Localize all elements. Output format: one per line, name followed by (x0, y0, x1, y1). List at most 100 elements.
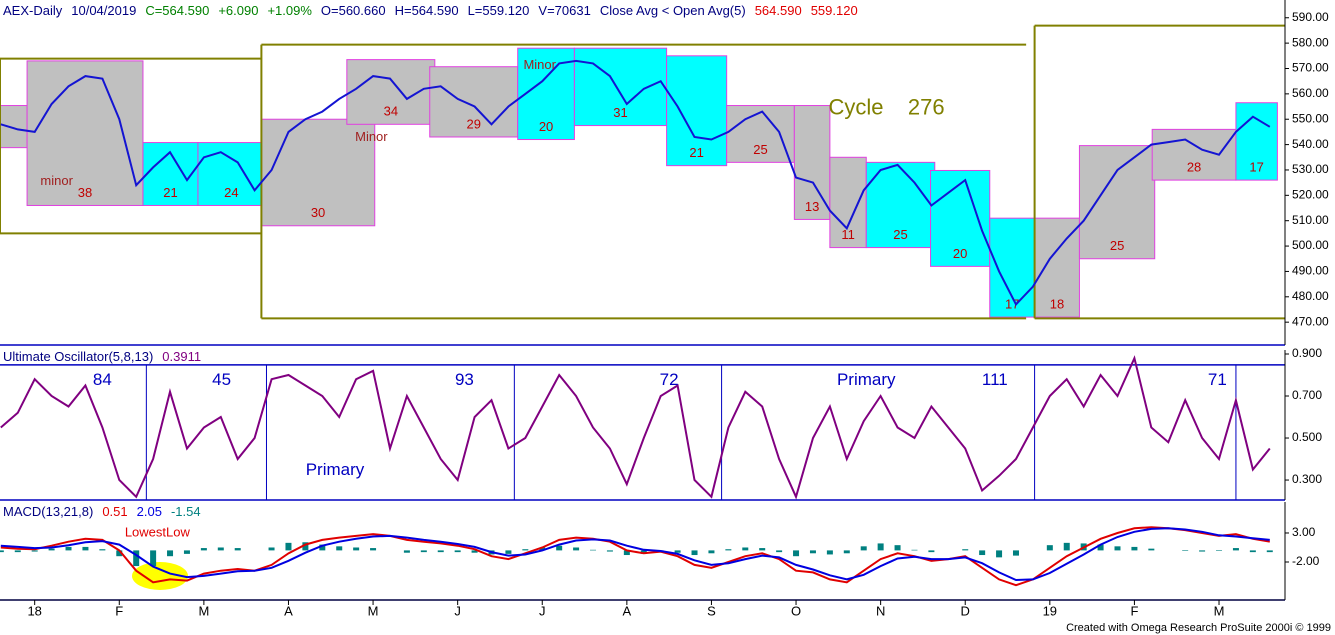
histogram-bar (99, 549, 106, 551)
histogram-bar (759, 548, 766, 551)
histogram-bar (437, 550, 444, 553)
annotation: 84 (93, 370, 112, 389)
y-tick-label: 490.00 (1292, 264, 1329, 278)
histogram-bar (82, 546, 89, 551)
cycle-box (1235, 102, 1278, 181)
histogram-bar (843, 550, 850, 554)
box-label: 21 (163, 185, 177, 200)
x-tick-label: S (707, 603, 716, 618)
header-value: 10/04/2019 (71, 3, 137, 18)
x-tick-label: A (284, 603, 293, 618)
y-tick-label: 470.00 (1292, 314, 1329, 328)
cycle-box (829, 156, 867, 249)
box-label: 25 (753, 142, 767, 157)
x-tick-label: A (623, 603, 632, 618)
x-tick-label: J (454, 603, 461, 618)
box-label: 31 (613, 105, 627, 120)
macd-header: MACD(13,21,8) 0.51 2.05 -1.54 (3, 504, 201, 519)
box-label: 24 (224, 185, 238, 200)
header-value: 0.3911 (162, 349, 202, 364)
header-value: 559.120 (810, 3, 858, 18)
box-label: 38 (78, 185, 92, 200)
histogram-bar (606, 550, 613, 552)
histogram-bar (911, 549, 918, 551)
x-tick-label: M (198, 603, 209, 618)
histogram-bar (522, 549, 529, 551)
y-tick-label: 480.00 (1292, 289, 1329, 303)
histogram-bar (1114, 546, 1121, 551)
histogram-bar (1199, 550, 1206, 552)
histogram-bar (894, 545, 901, 551)
y-tick-label: 580.00 (1292, 35, 1329, 49)
histogram-bar (1148, 548, 1155, 551)
annotation: 93 (455, 370, 474, 389)
y-tick-label: 3.00 (1292, 525, 1316, 539)
histogram-bar (1266, 550, 1273, 553)
annotation: Minor (523, 57, 556, 72)
histogram-bar (420, 550, 427, 553)
chart-title: MACD(13,21,8) (3, 504, 94, 519)
box-label: 28 (1187, 160, 1201, 175)
histogram-bar (454, 550, 461, 553)
histogram-bar (793, 550, 800, 557)
histogram-bar (539, 547, 546, 551)
histogram-bar (996, 550, 1003, 558)
histogram-bar (640, 550, 647, 554)
cycle-box (260, 118, 376, 227)
x-tick-label: J (539, 603, 546, 618)
x-tick-label: F (1130, 603, 1138, 618)
y-tick-label: 570.00 (1292, 61, 1329, 75)
y-tick-label: 0.500 (1292, 430, 1322, 444)
y-tick-label: 500.00 (1292, 238, 1329, 252)
annotation: Cycle 276 (828, 94, 944, 119)
histogram-bar (116, 550, 123, 557)
histogram-bar (353, 547, 360, 551)
histogram-bar (1232, 548, 1239, 551)
y-tick-label: 520.00 (1292, 188, 1329, 202)
annotation: Primary (837, 370, 896, 389)
annotation: LowestLow (125, 524, 191, 539)
histogram-bar (809, 550, 816, 554)
header-value: 564.590 (754, 3, 802, 18)
histogram-bar (183, 550, 190, 554)
box-label: 25 (893, 227, 907, 242)
histogram-bar (302, 542, 309, 551)
y-tick-label: 550.00 (1292, 111, 1329, 125)
histogram-bar (708, 550, 715, 554)
histogram-bar (505, 550, 512, 554)
footer: Created with Omega Research ProSuite 200… (1066, 622, 1331, 634)
x-tick-label: N (876, 603, 885, 618)
histogram-bar (0, 550, 4, 553)
histogram-bar (928, 550, 935, 553)
header-value: -1.54 (170, 504, 201, 519)
annotation: 45 (212, 370, 231, 389)
histogram-bar (133, 550, 140, 567)
histogram-bar (1063, 542, 1070, 551)
header-value: H=564.590 (394, 3, 459, 18)
x-tick-label: O (791, 603, 801, 618)
histogram-bar (200, 548, 207, 551)
histogram-bar (370, 548, 377, 551)
cycle-box (197, 142, 266, 206)
y-tick-label: 540.00 (1292, 137, 1329, 151)
histogram-bar (1131, 546, 1138, 551)
histogram-bar (1216, 550, 1223, 551)
y-tick-label: -2.00 (1292, 554, 1320, 568)
box-label: 17 (1249, 160, 1263, 175)
histogram-bar (776, 550, 783, 553)
y-tick-label: 0.700 (1292, 388, 1322, 402)
histogram-bar (471, 550, 478, 553)
annotation: minor (40, 173, 73, 188)
histogram-bar (285, 542, 292, 551)
histogram-bar (877, 543, 884, 551)
cycle-box (1078, 145, 1156, 260)
histogram-bar (1249, 550, 1256, 553)
histogram-bar (403, 550, 410, 553)
histogram-bar (167, 550, 174, 557)
box-label: 17 (1005, 297, 1019, 312)
annotation: 72 (660, 370, 679, 389)
data-line (0, 59, 1271, 307)
highlight (132, 562, 188, 590)
box-label: 18 (1050, 297, 1064, 312)
